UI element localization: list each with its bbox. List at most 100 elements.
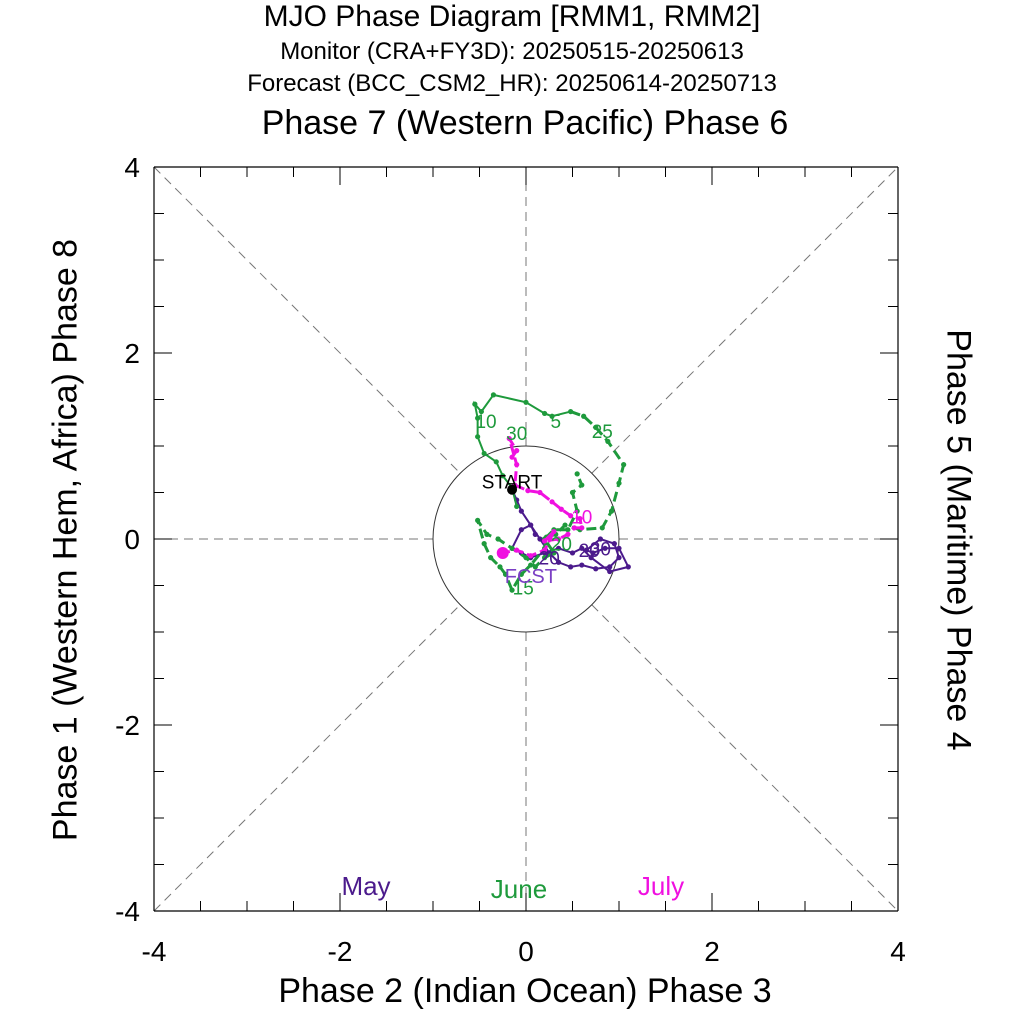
diagonal-line: [591, 166, 899, 474]
may-point: [537, 536, 543, 542]
july-point: [528, 553, 534, 559]
june-point: [478, 408, 484, 415]
june-point: [481, 541, 487, 547]
june-point: [581, 413, 587, 419]
june-point: [475, 415, 481, 421]
may-point: [602, 545, 608, 551]
june-point: [542, 555, 548, 561]
y-tick-label: 0: [124, 524, 140, 555]
may-point: [579, 545, 585, 551]
x-tick-label: -2: [328, 936, 353, 967]
y-tick-label: -2: [115, 710, 140, 741]
july-point: [571, 525, 577, 531]
day-label: 20: [579, 541, 600, 562]
legend-july: July: [638, 871, 684, 901]
may-point: [583, 547, 590, 553]
june-point: [514, 503, 520, 510]
june-point: [490, 392, 497, 398]
june-point: [574, 508, 580, 514]
july-point: [506, 435, 512, 442]
legend: May June July: [341, 871, 684, 904]
july-point: [525, 488, 531, 494]
june-point: [493, 459, 499, 465]
june-point: [608, 508, 615, 514]
left-phase-label: Phase 1 (Western Hem, Africa) Phase 8: [46, 238, 85, 842]
july-point: [579, 525, 585, 531]
may-point: [588, 555, 594, 561]
june-point: [568, 408, 574, 415]
june-point: [488, 555, 494, 561]
y-tick-label: 2: [124, 338, 140, 369]
x-tick-label: -4: [142, 936, 167, 967]
june-point: [605, 438, 611, 444]
june-point: [542, 410, 548, 417]
june-point: [574, 471, 580, 477]
may-point: [607, 564, 613, 570]
y-tick-label: 4: [124, 152, 140, 183]
day-label: 30: [590, 539, 611, 560]
june-point: [518, 571, 524, 577]
diagonal-line: [591, 604, 899, 912]
july-point: [514, 547, 520, 553]
july-point: [555, 536, 562, 542]
june-point: [502, 571, 509, 577]
forecast-subtitle: Forecast (BCC_CSM2_HR): 20250614-2025071…: [247, 70, 777, 97]
june-point: [532, 564, 538, 570]
fcst-marker: [496, 546, 509, 559]
june-point: [509, 587, 515, 593]
may-point: [555, 559, 562, 565]
day-label: 15: [513, 578, 534, 599]
day-label: 20: [551, 535, 572, 556]
x-tick-label: 2: [704, 936, 720, 967]
july-point: [558, 506, 564, 512]
july-point: [551, 528, 557, 535]
may-point: [590, 550, 596, 556]
june-point: [528, 562, 534, 568]
may-point: [616, 555, 622, 561]
june-point: [569, 489, 576, 496]
day-label: 30: [506, 424, 527, 445]
june-point: [523, 555, 529, 561]
may-point: [616, 545, 622, 551]
may-point: [611, 541, 617, 547]
june-point: [472, 401, 478, 407]
start-marker: [507, 484, 518, 495]
may-point: [597, 536, 604, 542]
monitor-subtitle: Monitor (CRA+FY3D): 20250515-20250613: [280, 38, 744, 65]
may-point: [532, 531, 538, 537]
bottom-phase-label: Phase 2 (Indian Ocean) Phase 3: [278, 972, 772, 1010]
june-point: [523, 399, 529, 405]
day-label: 10: [571, 508, 592, 529]
july-point: [542, 538, 548, 544]
june-point: [621, 462, 627, 468]
june-point: [481, 450, 487, 457]
july-point: [577, 515, 583, 522]
may-point: [579, 562, 585, 568]
july-point: [542, 547, 548, 553]
phase-diagonals: [153, 166, 899, 912]
right-phase-label: Phase 5 (Maritime) Phase 4: [939, 329, 978, 751]
july-point: [549, 499, 555, 505]
july-point: [565, 531, 571, 537]
may-point: [518, 508, 524, 514]
may-point: [593, 566, 599, 572]
chart-title: MJO Phase Diagram [RMM1, RMM2]: [263, 0, 761, 33]
june-point: [551, 550, 557, 556]
june-point: [599, 525, 605, 531]
day-label: 5: [550, 412, 561, 433]
x-tick-label: 0: [518, 936, 534, 967]
may-point: [528, 522, 534, 528]
june-point: [593, 424, 599, 430]
may-point: [518, 527, 524, 533]
x-tick-label: 4: [890, 936, 906, 967]
june-point: [475, 434, 481, 440]
june-point: [475, 517, 481, 524]
july-point: [537, 489, 543, 496]
y-tick-label: -4: [115, 896, 140, 927]
june-point: [509, 545, 515, 551]
may-point: [568, 564, 574, 570]
june-point: [484, 531, 490, 537]
july-point: [509, 454, 515, 460]
